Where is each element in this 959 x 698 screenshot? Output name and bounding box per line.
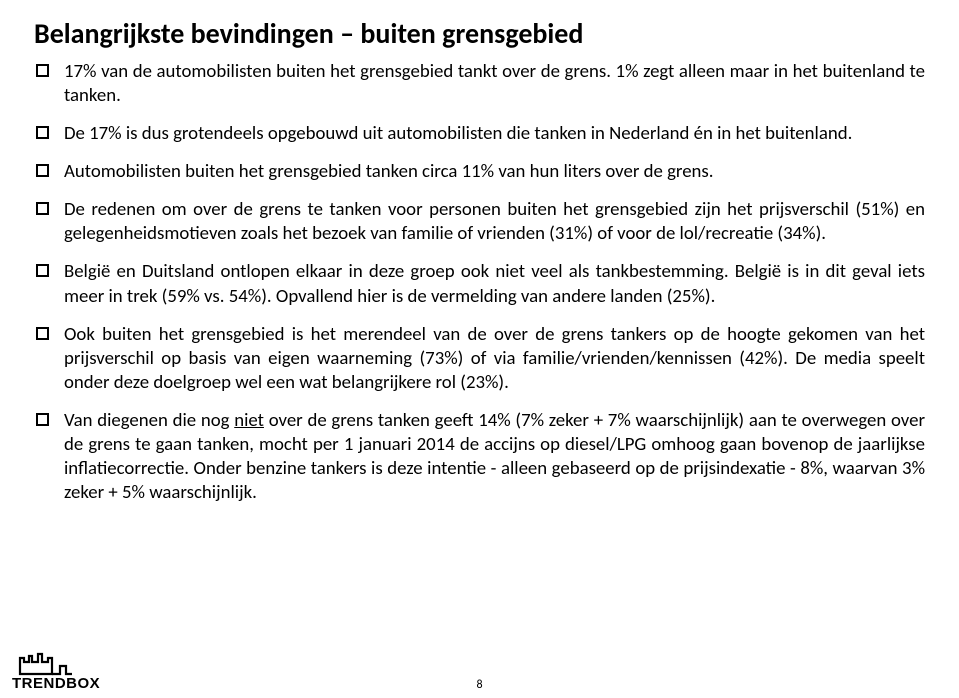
list-item: Automobilisten buiten het grensgebied ta… — [34, 160, 925, 184]
list-item: België en Duitsland ontlopen elkaar in d… — [34, 260, 925, 308]
bullet-list: 17% van de automobilisten buiten het gre… — [34, 60, 925, 505]
text-run: Van diegenen die nog — [64, 409, 234, 432]
underlined-word: niet — [234, 409, 264, 432]
page-number: 8 — [0, 678, 959, 692]
page-title: Belangrijkste bevindingen – buiten grens… — [34, 18, 925, 50]
list-item: Van diegenen die nog niet over de grens … — [34, 409, 925, 505]
document-page: Belangrijkste bevindingen – buiten grens… — [0, 0, 959, 698]
list-item: De 17% is dus grotendeels opgebouwd uit … — [34, 122, 925, 146]
list-item: Ook buiten het grensgebied is het merend… — [34, 323, 925, 395]
list-item: 17% van de automobilisten buiten het gre… — [34, 60, 925, 108]
list-item: De redenen om over de grens te tanken vo… — [34, 198, 925, 246]
